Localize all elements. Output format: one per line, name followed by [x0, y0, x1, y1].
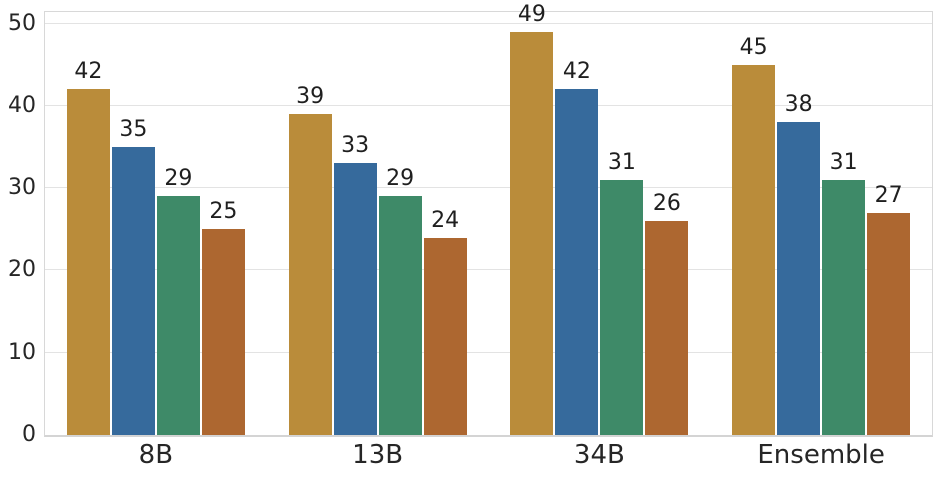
bar-Ensemble-series-gold: [732, 64, 776, 435]
bar-34B-series-blue: [555, 89, 599, 435]
bar-value-label: 38: [784, 92, 813, 118]
y-tick-label: 0: [22, 422, 36, 447]
bar-value-label: 29: [386, 166, 415, 192]
bar-13B-series-blue: [333, 163, 377, 435]
y-axis-tick-labels: 0 10 20 30 40 50: [0, 0, 36, 477]
y-tick-label: 10: [8, 339, 36, 365]
gridline-y-20: [45, 269, 932, 271]
x-tick-label-8B: 8B: [138, 440, 174, 470]
bar-13B-series-gold: [288, 114, 332, 435]
y-tick-label: 30: [8, 175, 36, 201]
bar-value-label: 31: [607, 149, 636, 175]
y-tick-label: 40: [8, 92, 36, 118]
x-tick-label-Ensemble: Ensemble: [757, 440, 885, 470]
bar-value-label: 33: [341, 133, 370, 159]
y-tick-label: 50: [8, 10, 36, 36]
bar-value-label: 42: [562, 59, 591, 85]
gridline-y-30: [45, 187, 932, 189]
bar-value-label: 27: [874, 182, 903, 208]
bar-value-label: 25: [209, 199, 238, 225]
y-tick-label: 20: [8, 257, 36, 283]
bar-Ensemble-series-blue: [777, 122, 821, 435]
bar-value-label: 26: [652, 191, 681, 217]
bar-value-label: 49: [517, 1, 546, 27]
bar-8B-series-sienna: [201, 229, 245, 435]
plot-area: 42 35 29 25 39 33 29 24 49 42 31 26 45 38 31 27: [44, 3, 933, 437]
bar-value-label: 31: [829, 149, 858, 175]
x-tick-label-13B: 13B: [352, 440, 404, 470]
bar-value-label: 24: [431, 207, 460, 233]
x-tick-label-34B: 34B: [573, 440, 625, 470]
bar-13B-series-sienna: [423, 237, 467, 435]
bar-8B-series-gold: [66, 89, 110, 435]
bar-34B-series-sienna: [645, 221, 689, 435]
bar-13B-series-green: [378, 196, 422, 435]
bar-value-label: 45: [739, 34, 768, 60]
bar-34B-series-green: [600, 179, 644, 435]
bar-value-label: 29: [164, 166, 193, 192]
bar-Ensemble-series-sienna: [867, 212, 911, 435]
gridline-y-10: [45, 351, 932, 353]
gridline-y-40: [45, 104, 932, 106]
bar-8B-series-blue: [111, 146, 155, 435]
bar-34B-series-gold: [510, 31, 554, 435]
bar-8B-series-green: [156, 196, 200, 435]
bar-value-label: 42: [74, 59, 103, 85]
bar-value-label: 39: [296, 84, 325, 110]
gridline-y-50: [45, 22, 932, 24]
bar-Ensemble-series-green: [822, 179, 866, 435]
bar-value-label: 35: [119, 116, 148, 142]
